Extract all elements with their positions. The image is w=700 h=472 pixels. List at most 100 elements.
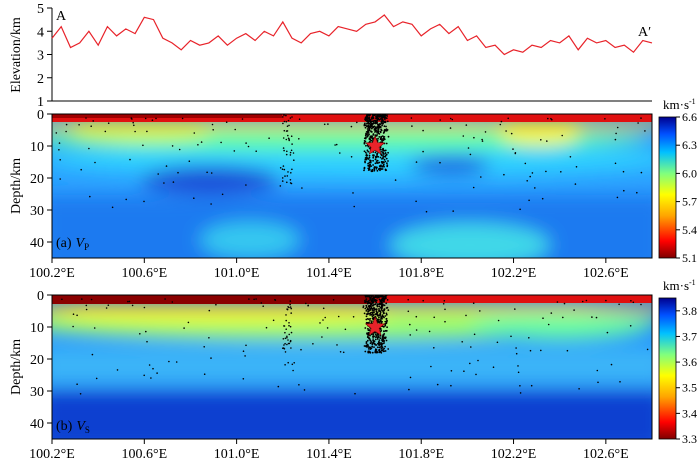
vs-var-sub: S xyxy=(85,425,90,435)
vp-event xyxy=(282,165,285,167)
vs-event xyxy=(290,307,293,310)
vp-cluster-event xyxy=(386,162,388,165)
vp-event xyxy=(616,196,619,199)
vp-cluster-event xyxy=(370,127,373,130)
vs-event xyxy=(139,333,141,335)
vp-event xyxy=(510,132,513,135)
vs-green-right xyxy=(470,311,650,339)
vp-event xyxy=(197,144,199,146)
vs-cluster-event xyxy=(365,315,368,318)
vs-event xyxy=(450,384,452,387)
vp-event xyxy=(519,208,521,211)
vp-event xyxy=(290,172,292,174)
vp-event xyxy=(531,172,534,174)
vs-event xyxy=(337,315,340,318)
vp-event xyxy=(78,124,80,126)
vs-event xyxy=(284,364,286,366)
vp-cluster-event xyxy=(363,150,366,153)
vp-event xyxy=(285,120,288,123)
vp-event xyxy=(560,171,562,173)
vs-cluster-event xyxy=(378,340,380,343)
vp-y-tick-label: 20 xyxy=(30,172,44,187)
vp-cluster-event xyxy=(368,120,370,122)
vs-event xyxy=(578,388,580,390)
elevation-y-tick-label: 3 xyxy=(37,49,44,64)
vp-event xyxy=(281,168,284,170)
vs-event xyxy=(284,331,286,334)
vp-cluster-event xyxy=(383,125,386,128)
vp-cluster-event xyxy=(365,157,368,160)
vp-cluster-event xyxy=(378,133,381,135)
vp-cluster-event xyxy=(385,142,388,145)
vs-cluster-event xyxy=(370,307,373,310)
vp-cluster-event xyxy=(369,163,371,166)
vs-surface-red xyxy=(372,295,652,303)
vp-event xyxy=(171,145,174,147)
vs-cluster-event xyxy=(376,296,378,299)
vp-cluster-event xyxy=(378,136,381,138)
vs-event xyxy=(470,346,472,348)
vs-cluster-event xyxy=(384,337,387,340)
vp-event xyxy=(129,158,131,161)
vs-event xyxy=(515,347,517,349)
vp-event xyxy=(614,162,617,165)
vp-cluster-event xyxy=(381,139,384,142)
vs-cluster-event xyxy=(367,329,370,332)
vp-event xyxy=(375,120,377,122)
vp-cluster-event xyxy=(371,122,374,125)
vs-event xyxy=(450,370,453,372)
vp-cluster-event xyxy=(363,169,365,172)
vp-cluster-event xyxy=(366,135,369,138)
vs-event xyxy=(430,365,432,368)
vs-event xyxy=(284,342,286,345)
vp-event xyxy=(285,153,288,156)
vp-event xyxy=(425,210,428,213)
vs-event xyxy=(303,389,306,391)
vs-event xyxy=(409,376,412,379)
vp-cluster-event xyxy=(375,115,378,118)
vp-event xyxy=(285,114,287,117)
vs-cluster-event xyxy=(377,335,380,338)
vp-heatmap xyxy=(52,114,652,258)
vs-cluster-event xyxy=(369,348,372,350)
vp-cluster-event xyxy=(368,161,371,164)
vs-cluster-event xyxy=(378,318,380,321)
vs-event xyxy=(152,367,154,370)
vp-event xyxy=(540,139,542,141)
vp-event xyxy=(288,124,290,127)
vp-cluster-event xyxy=(372,114,375,117)
vp-event xyxy=(59,178,61,180)
vs-cluster-event xyxy=(372,339,375,342)
vp-cluster-event xyxy=(379,156,382,159)
vs-colorbar-tick-label: 3.3 xyxy=(682,432,697,446)
vp-cluster-event xyxy=(368,116,371,119)
vs-surface-orange xyxy=(52,302,652,310)
vs-cluster-event xyxy=(384,295,387,297)
vs-event xyxy=(287,342,290,345)
vs-cluster-event xyxy=(383,312,385,315)
vp-event xyxy=(350,125,353,128)
vp-cluster-event xyxy=(377,115,379,118)
vp-event xyxy=(94,161,96,164)
vp-event xyxy=(529,175,531,178)
vp-colorbar-tick-label: 6.0 xyxy=(682,166,697,180)
vp-event xyxy=(181,117,184,120)
vp-event xyxy=(622,170,625,173)
vs-cluster-event xyxy=(374,348,377,351)
vp-event xyxy=(163,182,165,184)
vp-event xyxy=(283,168,286,171)
vs-cluster-event xyxy=(384,324,387,326)
vs-cluster-event xyxy=(380,316,383,319)
vp-cluster-event xyxy=(374,134,377,137)
vs-cluster-event xyxy=(369,297,372,299)
elevation-y-tick-label: 4 xyxy=(37,25,44,40)
vp-event xyxy=(245,142,247,144)
vp-cluster-event xyxy=(381,168,384,170)
vs-cluster-event xyxy=(385,339,388,342)
vs-event xyxy=(285,319,288,322)
vp-event xyxy=(473,136,475,139)
vs-event xyxy=(150,377,152,379)
vp-cluster-event xyxy=(381,122,384,125)
vs-event xyxy=(436,383,439,386)
